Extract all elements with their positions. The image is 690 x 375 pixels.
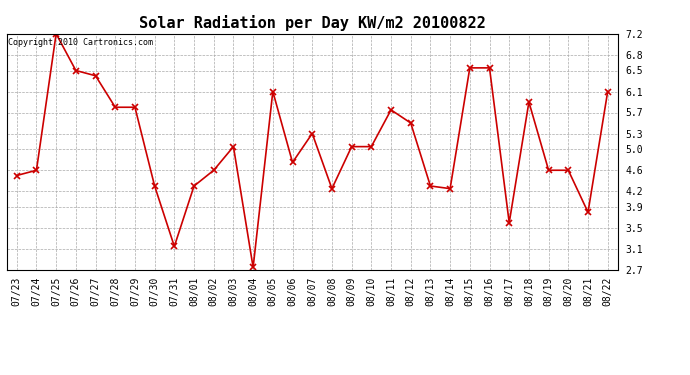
Text: Copyright 2010 Cartronics.com: Copyright 2010 Cartronics.com	[8, 39, 153, 48]
Title: Solar Radiation per Day KW/m2 20100822: Solar Radiation per Day KW/m2 20100822	[139, 15, 486, 31]
